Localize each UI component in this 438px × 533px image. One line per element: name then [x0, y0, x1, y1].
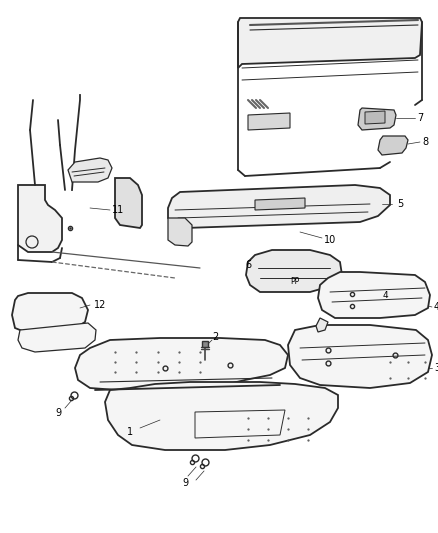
Polygon shape [18, 323, 96, 352]
Polygon shape [168, 218, 192, 246]
Text: 9: 9 [55, 408, 61, 418]
Polygon shape [318, 272, 430, 318]
Polygon shape [115, 178, 142, 228]
Text: 4: 4 [382, 292, 388, 301]
Polygon shape [255, 198, 305, 210]
Polygon shape [378, 136, 408, 155]
Polygon shape [75, 338, 288, 392]
Text: 3: 3 [434, 363, 438, 373]
Polygon shape [246, 250, 342, 292]
Circle shape [26, 236, 38, 248]
Text: 8: 8 [422, 137, 428, 147]
Text: 1: 1 [127, 427, 133, 437]
Polygon shape [18, 185, 62, 252]
Text: 7: 7 [417, 113, 423, 123]
Polygon shape [248, 113, 290, 130]
Polygon shape [68, 158, 112, 182]
Polygon shape [316, 318, 328, 332]
Text: 9: 9 [182, 478, 188, 488]
Polygon shape [168, 185, 390, 228]
Polygon shape [288, 325, 432, 388]
Text: 4: 4 [434, 302, 438, 312]
Text: 12: 12 [94, 300, 106, 310]
Text: 2: 2 [212, 332, 218, 342]
Text: PP: PP [290, 278, 300, 287]
Text: 5: 5 [397, 199, 403, 209]
Text: 10: 10 [324, 235, 336, 245]
Polygon shape [358, 108, 396, 130]
Polygon shape [365, 111, 385, 124]
Text: 6: 6 [245, 260, 251, 270]
Text: 11: 11 [112, 205, 124, 215]
Polygon shape [105, 382, 338, 450]
Polygon shape [12, 293, 88, 332]
Polygon shape [238, 18, 422, 68]
